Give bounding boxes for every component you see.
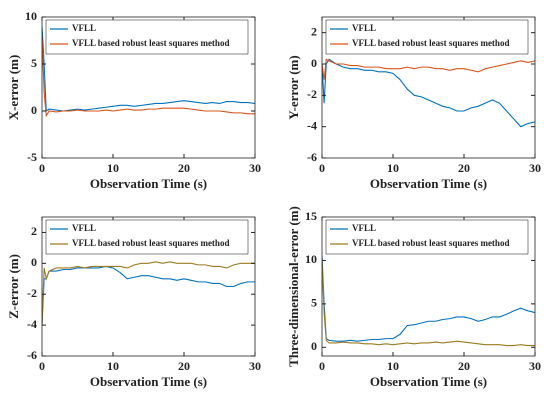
y-axis-label: Y-error (m): [286, 55, 301, 119]
y-tick-label: -6: [27, 348, 37, 362]
x-tick-label: 0: [39, 161, 45, 175]
data-line: [322, 256, 535, 342]
y-tick-label: 5: [311, 296, 317, 310]
data-line: [322, 58, 535, 128]
axes-box: [41, 216, 256, 357]
axes-box: [41, 16, 256, 159]
x-axis-label: Observation Time (s): [370, 176, 487, 191]
x-tick-label: 0: [39, 359, 45, 373]
y-tick-label: 5: [31, 56, 37, 70]
y-tick-label: 10: [305, 252, 317, 266]
x-tick-label: 20: [178, 161, 190, 175]
x-tick-label: 30: [249, 359, 261, 373]
y-tick-label: -5: [27, 150, 37, 164]
data-line: [322, 260, 535, 347]
x-tick-label: 0: [319, 161, 325, 175]
x-tick-label: 30: [529, 359, 541, 373]
legend-label: VFLL: [72, 223, 96, 233]
legend-box: [45, 219, 249, 255]
y-tick-label: -4: [27, 317, 37, 331]
x-tick-label: 10: [387, 359, 399, 373]
x-tick-label: 30: [529, 161, 541, 175]
y-axis-label: X-error (m): [6, 55, 21, 121]
y-tick-label: -4: [307, 118, 317, 132]
legend-box: [325, 219, 529, 255]
x-tick-label: 10: [107, 359, 119, 373]
legend-box: [45, 19, 249, 55]
y-tick-label: -6: [307, 150, 317, 164]
axes-box: [321, 216, 536, 357]
x-tick-label: 10: [107, 161, 119, 175]
legend-label: VFLL: [352, 223, 376, 233]
y-tick-label: 2: [311, 24, 317, 38]
y-tick-label: -2: [307, 87, 317, 101]
plot-lines: [42, 26, 255, 118]
axes-box: [321, 16, 536, 159]
legend-label: VFLL: [352, 23, 376, 33]
data-line: [42, 35, 255, 118]
y-axis-label: Three-dimensional-error (m): [286, 206, 301, 367]
plot-lines: [322, 58, 535, 128]
legend-label: VFLL based robust least squares method: [72, 238, 229, 248]
y-tick-label: 0: [31, 103, 37, 117]
x-tick-label: 10: [387, 161, 399, 175]
x-tick-label: 20: [458, 161, 470, 175]
data-line: [322, 58, 535, 80]
legend-label: VFLL based robust least squares method: [352, 38, 509, 48]
data-line: [42, 261, 255, 326]
y-tick-label: 0: [31, 255, 37, 269]
x-axis-label: Observation Time (s): [90, 374, 207, 389]
legend-label: VFLL based robust least squares method: [352, 238, 509, 248]
y-axis-label: Z-error (m): [6, 254, 21, 319]
y-tick-label: 10: [25, 9, 37, 23]
x-axis-label: Observation Time (s): [370, 374, 487, 389]
legend-box: [325, 19, 529, 55]
x-tick-label: 0: [319, 359, 325, 373]
y-tick-label: -2: [27, 286, 37, 300]
y-tick-label: 15: [305, 209, 317, 223]
x-tick-label: 20: [178, 359, 190, 373]
plot-lines: [42, 261, 255, 326]
x-tick-label: 30: [249, 161, 261, 175]
data-line: [42, 265, 255, 326]
y-tick-label: 2: [31, 224, 37, 238]
legend-label: VFLL: [72, 23, 96, 33]
x-tick-label: 20: [458, 359, 470, 373]
plot-lines: [322, 256, 535, 347]
y-tick-label: 0: [311, 56, 317, 70]
y-tick-label: 0: [311, 339, 317, 353]
legend-label: VFLL based robust least squares method: [72, 38, 229, 48]
x-axis-label: Observation Time (s): [90, 176, 207, 191]
